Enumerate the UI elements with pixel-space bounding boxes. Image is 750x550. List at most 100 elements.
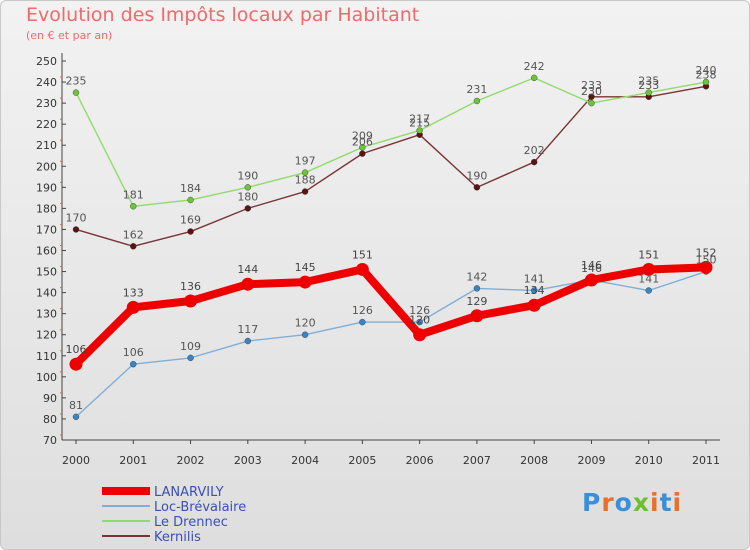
data-label: 146 bbox=[581, 259, 602, 272]
data-point bbox=[699, 260, 713, 274]
logo-letter: i bbox=[650, 488, 660, 517]
data-point bbox=[413, 328, 427, 342]
data-point bbox=[359, 144, 366, 151]
data-label: 126 bbox=[352, 304, 373, 317]
series-line bbox=[75, 270, 707, 418]
series-line bbox=[75, 77, 707, 207]
x-tick-label: 2006 bbox=[406, 454, 434, 467]
data-label: 120 bbox=[295, 317, 316, 330]
data-point bbox=[416, 127, 423, 134]
data-label: 188 bbox=[295, 174, 316, 187]
data-point bbox=[527, 298, 541, 312]
data-label: 151 bbox=[352, 248, 373, 261]
data-label: 152 bbox=[696, 246, 717, 259]
y-tick-label: 150 bbox=[36, 266, 57, 279]
data-point bbox=[470, 309, 484, 323]
data-point bbox=[359, 150, 366, 157]
data-label: 136 bbox=[180, 280, 201, 293]
x-tick-label: 2001 bbox=[119, 454, 147, 467]
data-point bbox=[702, 78, 710, 86]
y-tick-label: 220 bbox=[36, 118, 57, 131]
legend-label: Loc-Brévalaire bbox=[154, 500, 246, 515]
data-point bbox=[72, 89, 80, 96]
y-tick-label: 80 bbox=[43, 413, 57, 426]
data-label: 235 bbox=[638, 75, 659, 88]
data-label: 170 bbox=[66, 211, 87, 224]
series-kernilis bbox=[72, 83, 710, 250]
data-label: 126 bbox=[409, 304, 430, 317]
y-tick-label: 120 bbox=[36, 329, 57, 342]
data-label: 142 bbox=[466, 270, 487, 283]
data-label: 169 bbox=[180, 214, 201, 227]
y-tick-label: 140 bbox=[36, 287, 57, 300]
y-tick-label: 110 bbox=[36, 350, 57, 363]
chart-title: Evolution des Impôts locaux par Habitant bbox=[26, 4, 420, 26]
data-point bbox=[473, 285, 481, 292]
x-tick-label: 2003 bbox=[234, 454, 262, 467]
data-point bbox=[69, 357, 83, 371]
data-point bbox=[645, 89, 652, 96]
y-tick-label: 170 bbox=[36, 223, 57, 236]
legend-label: Kernilis bbox=[154, 530, 201, 545]
data-point bbox=[301, 331, 309, 338]
data-label: 81 bbox=[69, 399, 83, 412]
data-point bbox=[130, 243, 137, 250]
data-point bbox=[244, 337, 252, 345]
y-tick-label: 130 bbox=[36, 308, 57, 321]
data-point bbox=[187, 228, 194, 235]
data-label: 242 bbox=[524, 60, 545, 73]
data-point bbox=[72, 413, 80, 421]
x-tick-label: 2004 bbox=[291, 454, 319, 467]
series-lanarvily bbox=[69, 260, 713, 371]
data-point bbox=[645, 287, 652, 294]
logo-letter: i bbox=[672, 488, 683, 517]
x-tick-label: 2011 bbox=[692, 454, 720, 467]
data-label: 162 bbox=[123, 228, 144, 241]
series-line bbox=[72, 263, 710, 369]
data-labels: 170 162 169 180 188 206 215 190 202 233 233 238 235 1… bbox=[66, 60, 717, 412]
data-label: 209 bbox=[352, 129, 373, 142]
data-label: 197 bbox=[295, 155, 316, 168]
data-label: 230 bbox=[581, 85, 602, 98]
data-label: 217 bbox=[409, 112, 430, 125]
data-label: 106 bbox=[123, 346, 144, 359]
data-label: 141 bbox=[524, 273, 545, 286]
y-tick-label: 200 bbox=[36, 160, 57, 173]
data-label: 120 bbox=[409, 314, 430, 327]
data-label: 231 bbox=[466, 83, 487, 96]
data-label: 146 bbox=[581, 262, 602, 275]
data-label: 206 bbox=[352, 136, 373, 149]
data-label: 117 bbox=[237, 323, 258, 336]
series-le-drennec bbox=[72, 74, 710, 210]
y-tick-label: 190 bbox=[36, 181, 57, 194]
data-label: 150 bbox=[696, 254, 717, 267]
data-point bbox=[244, 205, 252, 212]
data-label: 180 bbox=[237, 190, 258, 203]
data-label: 190 bbox=[237, 169, 258, 182]
data-label: 181 bbox=[123, 188, 144, 201]
data-point bbox=[298, 275, 312, 289]
data-label: 233 bbox=[581, 79, 602, 92]
x-tick-label: 2002 bbox=[177, 454, 205, 467]
y-tick-label: 180 bbox=[36, 202, 57, 215]
data-point bbox=[72, 226, 80, 233]
data-point bbox=[355, 262, 369, 276]
data-label: 184 bbox=[180, 182, 201, 195]
logo-letter: t bbox=[659, 488, 673, 517]
logo-letter: o bbox=[614, 488, 633, 517]
data-label: 133 bbox=[123, 286, 144, 299]
data-point bbox=[241, 277, 255, 291]
x-tick-label: 2010 bbox=[635, 454, 663, 467]
axes: 7080901001101201301401501601701801902002… bbox=[36, 53, 720, 467]
data-label: 109 bbox=[180, 340, 201, 353]
data-point bbox=[130, 361, 137, 368]
series-line bbox=[75, 85, 707, 247]
data-point bbox=[530, 287, 538, 294]
data-point bbox=[187, 354, 194, 362]
x-tick-label: 2000 bbox=[62, 454, 90, 467]
y-tick-label: 100 bbox=[36, 371, 57, 384]
x-tick-label: 2009 bbox=[577, 454, 605, 467]
data-point bbox=[244, 184, 252, 191]
